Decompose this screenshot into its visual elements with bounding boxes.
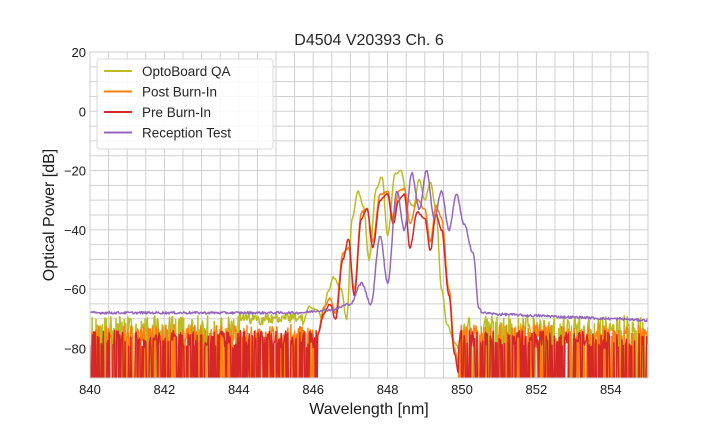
- x-tick-label: 850: [451, 382, 473, 397]
- x-tick-label: 844: [228, 382, 250, 397]
- y-tick-labels: 20 0 −20 −40 −60 −80: [64, 45, 86, 356]
- y-tick-label: −60: [64, 282, 86, 297]
- x-tick-label: 840: [79, 382, 101, 397]
- legend-label: Reception Test: [142, 126, 231, 141]
- legend-label: OptoBoard QA: [142, 64, 231, 79]
- legend: OptoBoard QA Post Burn-In Pre Burn-In Recep…: [96, 58, 274, 150]
- legend-label: Post Burn-In: [142, 85, 217, 100]
- y-tick-label: 0: [79, 104, 86, 119]
- series-group: [90, 169, 648, 378]
- x-axis-label: Wavelength [nm]: [309, 401, 428, 418]
- plot-frame: [89, 51, 649, 379]
- x-tick-label: 848: [377, 382, 399, 397]
- y-tick-label: −40: [64, 223, 86, 238]
- series-line-reception-test: [90, 169, 648, 323]
- legend-box: [96, 58, 274, 150]
- legend-label: Pre Burn-In: [142, 105, 211, 120]
- y-tick-label: −80: [64, 341, 86, 356]
- x-tick-label: 842: [154, 382, 176, 397]
- y-tick-label: −20: [64, 164, 86, 179]
- series-line-pre-burn-in: [90, 192, 648, 378]
- x-tick-label: 846: [302, 382, 324, 397]
- y-axis-label: Optical Power [dB]: [41, 149, 58, 282]
- x-tick-labels: 840 842 844 846 848 850 852 854: [79, 382, 622, 397]
- x-tick-label: 854: [600, 382, 622, 397]
- series-line-optoboard-qa: [91, 169, 648, 378]
- x-tick-label: 852: [526, 382, 548, 397]
- chart-title: D4504 V20393 Ch. 6: [294, 32, 444, 49]
- y-tick-label: 20: [72, 45, 86, 60]
